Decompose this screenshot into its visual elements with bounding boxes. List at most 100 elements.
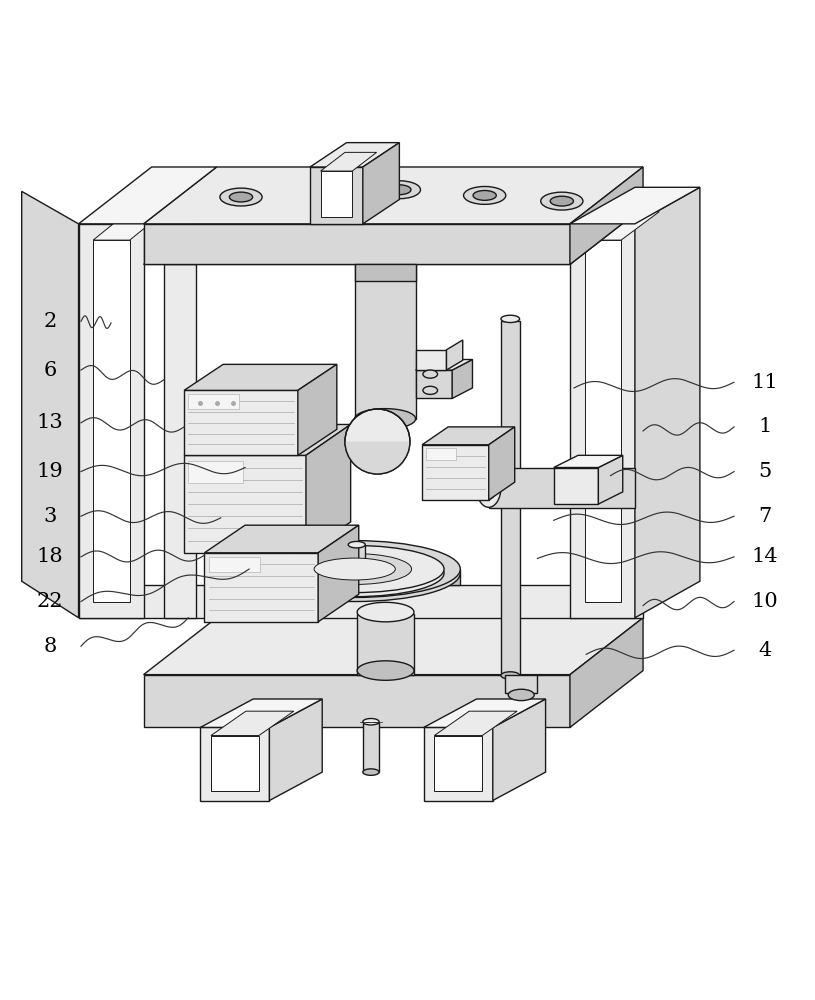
Polygon shape (184, 455, 306, 553)
Text: 8: 8 (43, 637, 57, 656)
Ellipse shape (501, 672, 520, 679)
Polygon shape (78, 167, 217, 224)
Polygon shape (143, 208, 643, 264)
Ellipse shape (220, 188, 262, 206)
Polygon shape (78, 585, 643, 618)
Ellipse shape (363, 769, 379, 775)
Ellipse shape (388, 185, 411, 195)
Text: 1: 1 (758, 417, 772, 436)
Polygon shape (635, 187, 700, 618)
Polygon shape (306, 424, 350, 553)
Polygon shape (598, 455, 623, 504)
Polygon shape (489, 468, 635, 508)
Polygon shape (363, 143, 399, 224)
Polygon shape (447, 340, 463, 370)
Polygon shape (553, 468, 598, 504)
Ellipse shape (378, 181, 421, 199)
Text: 14: 14 (751, 547, 778, 566)
Ellipse shape (423, 386, 438, 394)
Polygon shape (320, 171, 352, 217)
Ellipse shape (363, 718, 379, 725)
Polygon shape (249, 569, 460, 585)
Polygon shape (22, 191, 78, 618)
Polygon shape (424, 727, 493, 801)
Polygon shape (310, 167, 363, 224)
Polygon shape (320, 152, 377, 171)
Polygon shape (584, 240, 621, 602)
Polygon shape (422, 427, 515, 445)
Ellipse shape (540, 192, 583, 210)
Polygon shape (205, 553, 318, 622)
Text: 22: 22 (37, 592, 64, 611)
Text: 13: 13 (37, 413, 64, 432)
Polygon shape (584, 212, 659, 240)
Ellipse shape (357, 602, 414, 622)
Polygon shape (355, 264, 416, 419)
Ellipse shape (501, 315, 520, 323)
Polygon shape (143, 675, 570, 727)
Ellipse shape (249, 545, 460, 602)
Text: 10: 10 (751, 592, 778, 611)
Polygon shape (357, 614, 414, 675)
Polygon shape (570, 187, 700, 224)
Polygon shape (310, 143, 399, 167)
Ellipse shape (423, 370, 438, 378)
Bar (426, 448, 456, 460)
Polygon shape (318, 525, 359, 622)
Ellipse shape (355, 409, 416, 429)
Bar (188, 461, 243, 483)
Polygon shape (570, 618, 643, 727)
Polygon shape (93, 209, 168, 240)
Polygon shape (424, 699, 545, 727)
Ellipse shape (357, 661, 414, 680)
Ellipse shape (164, 251, 196, 262)
Polygon shape (434, 736, 482, 791)
Polygon shape (452, 359, 473, 398)
Polygon shape (363, 723, 379, 772)
Bar (188, 394, 240, 409)
Text: 6: 6 (43, 361, 57, 380)
Ellipse shape (348, 541, 365, 548)
Ellipse shape (509, 689, 534, 701)
Text: 2: 2 (43, 312, 57, 331)
Bar (209, 557, 260, 572)
Text: 18: 18 (37, 547, 64, 566)
Polygon shape (205, 525, 359, 553)
Polygon shape (297, 364, 337, 455)
Wedge shape (345, 442, 410, 474)
Polygon shape (493, 699, 545, 801)
Ellipse shape (266, 550, 444, 597)
Polygon shape (93, 240, 130, 602)
Polygon shape (489, 427, 515, 500)
Polygon shape (270, 699, 322, 801)
Circle shape (345, 409, 410, 474)
Polygon shape (200, 727, 270, 801)
Ellipse shape (297, 554, 412, 584)
Polygon shape (355, 264, 416, 281)
Polygon shape (553, 455, 623, 468)
Ellipse shape (355, 250, 416, 271)
Text: 19: 19 (37, 462, 64, 481)
Polygon shape (184, 390, 297, 455)
Ellipse shape (464, 186, 506, 204)
Ellipse shape (314, 558, 395, 580)
Polygon shape (416, 370, 452, 398)
Polygon shape (78, 224, 143, 618)
Polygon shape (184, 364, 337, 390)
Text: 4: 4 (758, 641, 772, 660)
Polygon shape (505, 675, 537, 693)
Ellipse shape (473, 191, 496, 200)
Polygon shape (416, 359, 473, 370)
Text: 5: 5 (758, 462, 772, 481)
Polygon shape (570, 224, 635, 618)
Polygon shape (200, 699, 322, 727)
Polygon shape (422, 445, 489, 500)
Text: 3: 3 (43, 507, 57, 526)
Ellipse shape (249, 541, 460, 597)
Ellipse shape (550, 196, 574, 206)
Polygon shape (501, 321, 520, 675)
Polygon shape (434, 711, 518, 736)
Polygon shape (416, 350, 447, 370)
Polygon shape (143, 618, 643, 675)
Text: 11: 11 (751, 373, 778, 392)
